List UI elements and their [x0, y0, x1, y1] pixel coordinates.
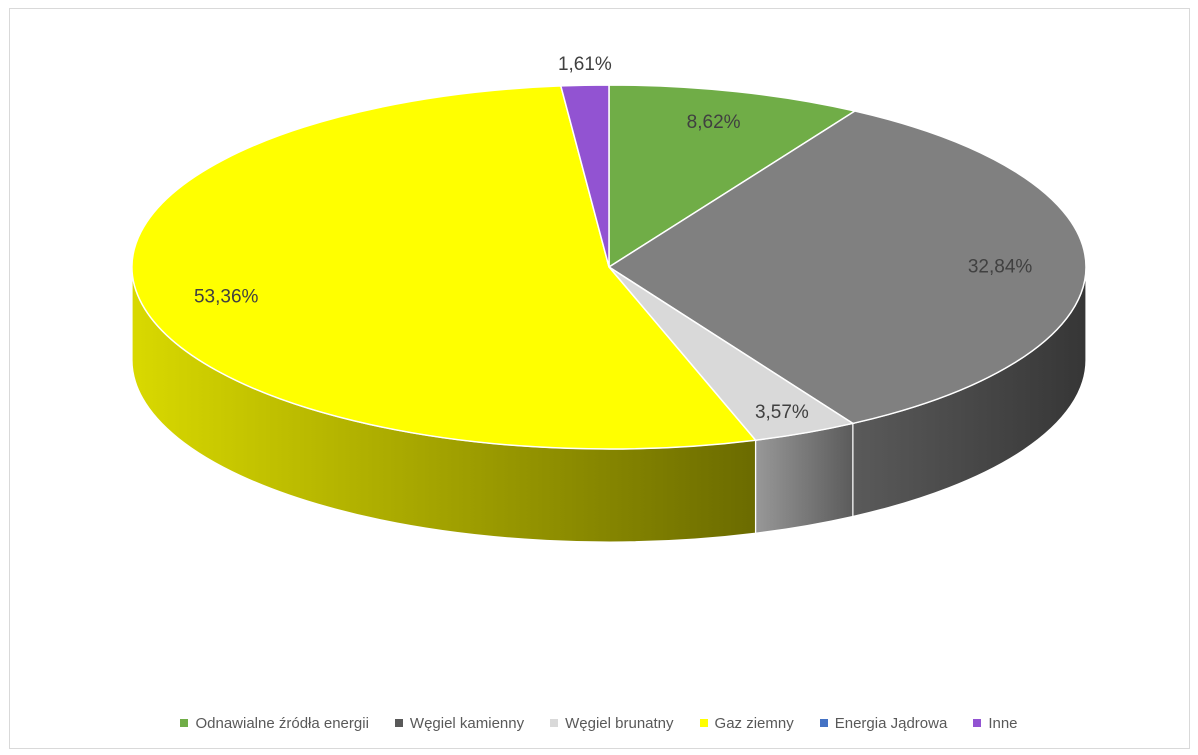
legend-label: Odnawialne źródła energii	[195, 714, 369, 732]
data-label: 1,61%	[558, 54, 612, 75]
legend-label: Węgiel brunatny	[565, 714, 674, 732]
pie-slice	[131, 85, 758, 450]
data-label: 32,84%	[968, 256, 1033, 277]
legend-item: Węgiel brunatny	[550, 714, 674, 732]
legend-label: Gaz ziemny	[714, 714, 794, 732]
legend-swatch	[973, 719, 982, 727]
legend-label: Węgiel kamienny	[409, 714, 525, 732]
data-label: 53,36%	[194, 287, 259, 308]
data-label: 3,57%	[755, 402, 809, 423]
chart-legend: Odnawialne źródła energii Węgiel kamienny…	[0, 711, 1198, 735]
legend-label: Inne	[988, 714, 1018, 732]
legend-swatch	[180, 719, 189, 727]
pie-slice	[607, 110, 1087, 425]
legend-item: Energia Jądrowa	[819, 714, 948, 732]
pie-slice	[559, 84, 610, 268]
legend-item: Odnawialne źródła energii	[180, 714, 369, 732]
pie-slice	[608, 84, 857, 269]
legend-swatch	[819, 719, 828, 727]
legend-swatch	[550, 719, 559, 727]
pie-slice-side	[754, 422, 854, 534]
legend-label: Energia Jądrowa	[834, 714, 948, 732]
data-label: 8,62%	[687, 112, 741, 133]
legend-swatch	[394, 719, 403, 727]
legend-item: Gaz ziemny	[699, 714, 794, 732]
legend-item: Węgiel kamienny	[394, 714, 525, 732]
legend-swatch	[699, 719, 708, 727]
legend-item: Inne	[973, 714, 1018, 732]
